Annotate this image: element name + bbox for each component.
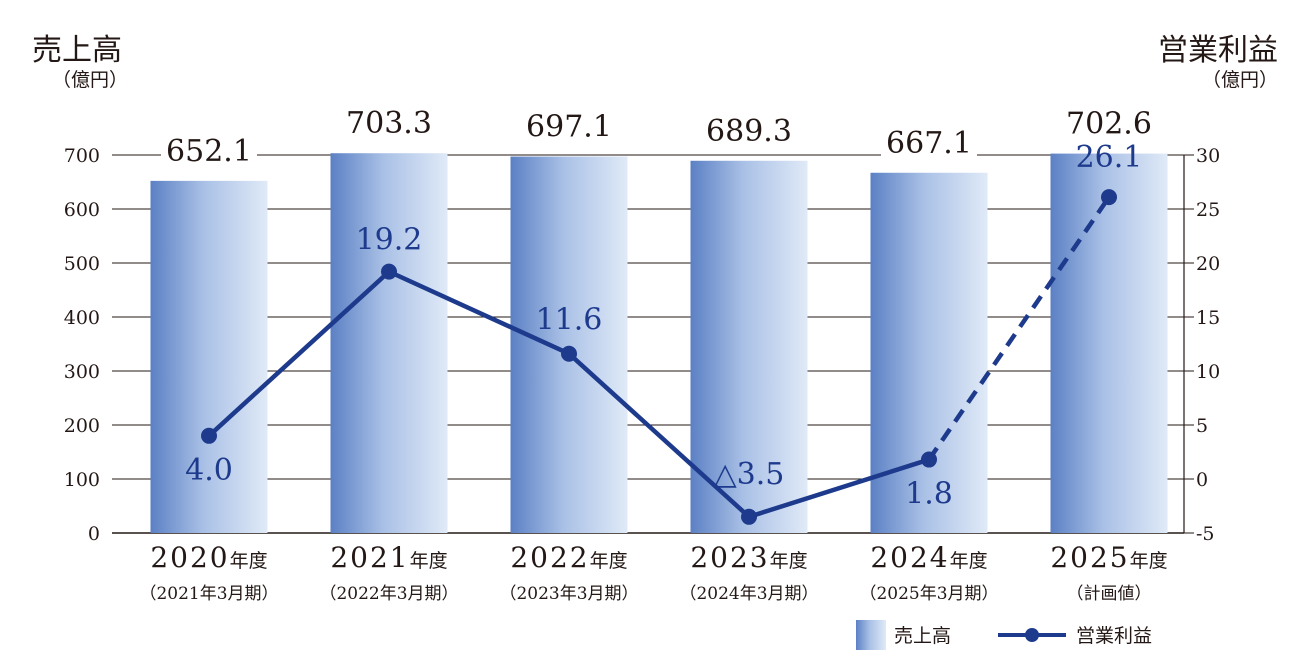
left-axis-title: 売上高	[32, 33, 122, 68]
left-tick-label: 100	[64, 469, 100, 491]
profit-value-label: 1.8	[905, 477, 953, 512]
category-sublabel: （2025年3月期）	[859, 584, 998, 604]
category-suffix: 年度	[590, 550, 628, 572]
sales-bar	[510, 156, 628, 534]
category-suffix: 年度	[950, 550, 988, 572]
sales-value-label: 652.1	[166, 134, 252, 169]
bar-label-bg	[881, 124, 977, 161]
category-suffix: 年度	[230, 550, 268, 572]
profit-point	[1101, 189, 1117, 206]
left-tick-label: 500	[64, 253, 100, 275]
category-label: 2022年度	[510, 541, 627, 574]
category-year: 2024	[870, 541, 949, 574]
category-sublabel: （2023年3月期）	[499, 584, 638, 604]
right-tick-label: 20	[1196, 253, 1220, 275]
legend-bar-swatch	[856, 620, 886, 650]
sales-value-label: 703.3	[346, 106, 432, 141]
right-tick-label: -5	[1196, 523, 1215, 545]
category-year: 2023	[690, 541, 769, 574]
profit-line-forecast	[927, 195, 1111, 461]
category-suffix: 年度	[1130, 550, 1168, 572]
sales-value-label: 697.1	[526, 110, 612, 145]
sales-bar	[1050, 153, 1168, 533]
sales-value-label: 667.1	[886, 126, 972, 161]
profit-point	[381, 263, 397, 280]
category-sublabel: （2022年3月期）	[319, 584, 458, 604]
category-suffix: 年度	[410, 550, 448, 572]
bar-label-bg	[341, 105, 437, 142]
category-label: 2020年度	[150, 541, 267, 574]
right-tick-label: 25	[1196, 199, 1220, 221]
category-label: 2021年度	[330, 541, 447, 574]
left-tick-label: 0	[88, 523, 100, 545]
profit-point	[561, 345, 577, 362]
left-tick-label: 400	[64, 307, 100, 329]
sales-bar	[330, 153, 448, 533]
right-tick-label: 10	[1196, 361, 1220, 383]
right-tick-label: 0	[1196, 469, 1208, 491]
category-label: 2023年度	[690, 541, 807, 574]
legend-line-label: 営業利益	[1076, 625, 1152, 647]
category-sublabel: （計画値）	[1067, 584, 1152, 604]
category-year: 2022	[510, 541, 589, 574]
profit-value-label: 11.6	[536, 303, 603, 338]
left-tick-label: 600	[64, 199, 100, 221]
sales-value-label: 689.3	[706, 114, 792, 149]
legend: 売上高 営業利益	[856, 620, 1152, 650]
profit-value-label: 26.1	[1076, 140, 1143, 175]
category-label: 2025年度	[1050, 541, 1167, 574]
sales-bar	[150, 180, 268, 533]
right-axis-unit: （億円）	[1202, 69, 1278, 91]
profit-value-label: 4.0	[185, 453, 233, 488]
bar-label-bg	[1061, 105, 1157, 142]
right-tick-label: 15	[1196, 307, 1220, 329]
legend-line-marker	[1025, 628, 1039, 642]
left-tick-label: 200	[64, 415, 100, 437]
category-year: 2020	[150, 541, 229, 574]
sales-value-label: 702.6	[1066, 107, 1152, 142]
category-year: 2025	[1050, 541, 1129, 574]
category-suffix: 年度	[770, 550, 808, 572]
sales-bar	[690, 160, 808, 533]
profit-value-label: △3.5	[714, 457, 785, 492]
category-sublabel: （2024年3月期）	[679, 584, 818, 604]
profit-value-label: 19.2	[356, 223, 423, 258]
right-axis-title: 営業利益	[1158, 33, 1278, 68]
right-tick-label: 5	[1196, 415, 1208, 437]
category-year: 2021	[330, 541, 409, 574]
profit-point	[201, 427, 217, 444]
left-tick-label: 300	[64, 361, 100, 383]
profit-point	[921, 451, 937, 468]
left-tick-label: 700	[64, 145, 100, 167]
profit-point	[741, 508, 757, 525]
legend-bar-label: 売上高	[894, 625, 951, 647]
category-sublabel: （2021年3月期）	[139, 584, 278, 604]
right-tick-label: 30	[1196, 145, 1220, 167]
left-axis-unit: （億円）	[52, 69, 128, 91]
bar-label-bg	[701, 112, 797, 149]
bar-label-bg	[521, 108, 617, 145]
category-label: 2024年度	[870, 541, 987, 574]
bar-label-bg	[161, 132, 257, 169]
